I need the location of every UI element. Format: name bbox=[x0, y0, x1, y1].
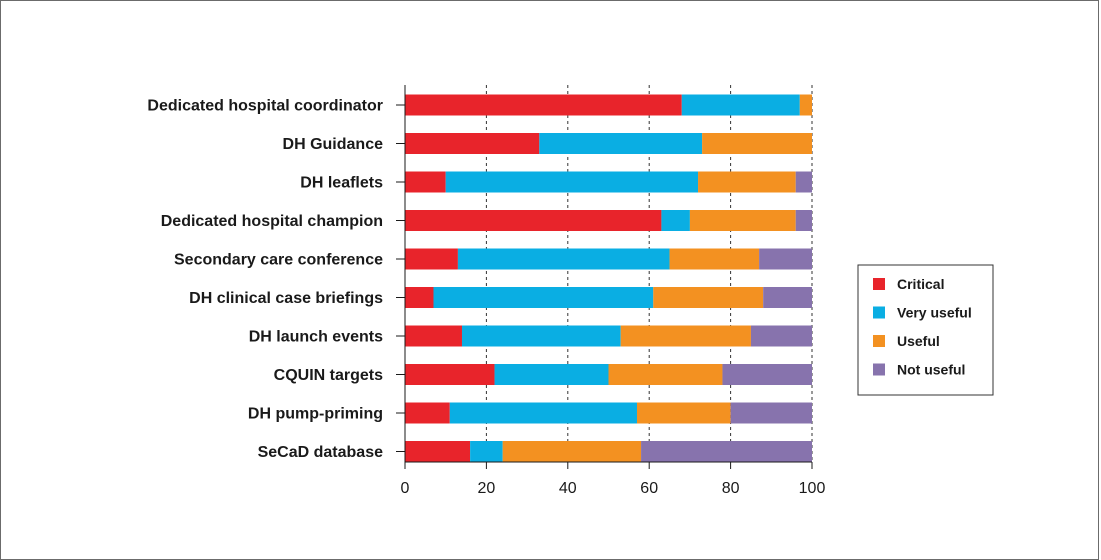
bar-dh-launch-events-not-useful bbox=[750, 325, 812, 347]
bar-secondary-care-conference-useful bbox=[669, 248, 760, 270]
bar-dh-pump-priming-useful bbox=[636, 402, 731, 424]
category-label-secondary-care-conference: Secondary care conference bbox=[174, 252, 383, 269]
bar-dedicated-hospital-coordinator-very-useful bbox=[681, 94, 800, 116]
bar-cquin-targets-very-useful bbox=[494, 364, 609, 385]
bar-dedicated-hospital-coordinator-critical bbox=[405, 94, 682, 116]
bar-dh-clinical-case-briefings-critical bbox=[405, 287, 434, 308]
category-label-cquin-targets: CQUIN targets bbox=[274, 367, 383, 384]
bar-dh-pump-priming-not-useful bbox=[730, 402, 812, 424]
x-tick-label-80: 80 bbox=[722, 480, 740, 497]
x-tick-label-40: 40 bbox=[559, 480, 577, 497]
bar-dh-launch-events-very-useful bbox=[461, 325, 621, 347]
bar-dh-clinical-case-briefings-useful bbox=[653, 287, 764, 308]
bar-secad-database-critical bbox=[405, 441, 471, 462]
bar-cquin-targets-useful bbox=[608, 364, 723, 385]
category-label-dedicated-hospital-coordinator: Dedicated hospital coordinator bbox=[147, 98, 383, 115]
bar-dh-guidance-useful bbox=[702, 133, 812, 154]
tick-labels: 0 20 40 60 80 100 bbox=[401, 480, 826, 497]
bar-dh-leaflets-critical bbox=[405, 171, 446, 193]
category-label-dh-leaflets: DH leaflets bbox=[300, 175, 383, 192]
x-tick-label-0: 0 bbox=[401, 480, 410, 497]
axes bbox=[396, 85, 813, 469]
bar-dh-leaflets-useful bbox=[698, 171, 796, 193]
bar-dh-launch-events-critical bbox=[405, 325, 462, 347]
legend-label-very-useful: Very useful bbox=[897, 305, 972, 321]
bar-cquin-targets-not-useful bbox=[722, 364, 812, 385]
category-label-dh-clinical-case-briefings: DH clinical case briefings bbox=[189, 290, 383, 307]
bar-secad-database-useful bbox=[502, 441, 642, 462]
category-label-dh-launch-events: DH launch events bbox=[249, 329, 383, 346]
bar-secondary-care-conference-very-useful bbox=[457, 248, 670, 270]
legend-label-useful: Useful bbox=[897, 333, 940, 349]
bar-dedicated-hospital-champion-useful bbox=[689, 210, 796, 231]
legend-swatch-useful bbox=[873, 335, 885, 347]
category-label-dh-guidance: DH Guidance bbox=[283, 136, 384, 153]
bar-dh-clinical-case-briefings-very-useful bbox=[433, 287, 654, 308]
bar-dh-guidance-critical bbox=[405, 133, 540, 154]
category-label-dedicated-hospital-champion: Dedicated hospital champion bbox=[161, 213, 383, 230]
bar-cquin-targets-critical bbox=[405, 364, 495, 385]
legend-swatch-critical bbox=[873, 278, 885, 290]
legend-swatch-not-useful bbox=[873, 363, 885, 376]
bar-secondary-care-conference-not-useful bbox=[759, 248, 812, 270]
bar-dedicated-hospital-champion-very-useful bbox=[661, 210, 690, 231]
bar-dh-leaflets-not-useful bbox=[795, 171, 812, 193]
x-tick-label-100: 100 bbox=[799, 480, 826, 497]
category-label-dh-pump-priming: DH pump-priming bbox=[248, 406, 383, 423]
bar-dh-leaflets-very-useful bbox=[445, 171, 699, 193]
bar-dh-guidance-very-useful bbox=[539, 133, 703, 154]
legend-swatch-very-useful bbox=[873, 306, 885, 319]
bar-dh-pump-priming-critical bbox=[405, 402, 450, 424]
bar-dedicated-hospital-champion-critical bbox=[405, 210, 662, 231]
bar-dedicated-hospital-champion-not-useful bbox=[795, 210, 812, 231]
bar-secad-database-not-useful bbox=[641, 441, 812, 462]
bars bbox=[405, 94, 812, 462]
bar-dh-clinical-case-briefings-not-useful bbox=[763, 287, 812, 308]
bar-dh-pump-priming-very-useful bbox=[449, 402, 637, 424]
legend-label-not-useful: Not useful bbox=[897, 362, 965, 378]
x-tick-label-60: 60 bbox=[640, 480, 658, 497]
bar-dedicated-hospital-coordinator-useful bbox=[799, 94, 812, 116]
category-label-secad-database: SeCaD database bbox=[258, 444, 383, 461]
bar-dh-launch-events-useful bbox=[620, 325, 751, 347]
legend-label-critical: Critical bbox=[897, 276, 944, 292]
x-tick-label-20: 20 bbox=[478, 480, 496, 497]
bar-secad-database-very-useful bbox=[470, 441, 503, 462]
category-labels: Dedicated hospital coordinator DH Guidanc… bbox=[147, 98, 383, 462]
bar-secondary-care-conference-critical bbox=[405, 248, 458, 270]
legend: Critical Very useful Useful Not useful bbox=[857, 264, 994, 396]
